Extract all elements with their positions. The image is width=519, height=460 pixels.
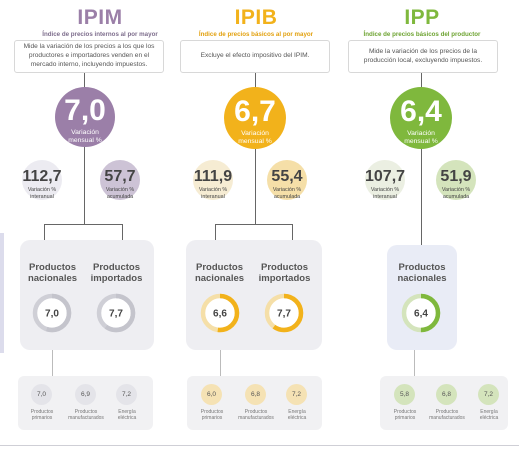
ipim-main-value: 7,0 (64, 94, 106, 127)
ipp-interanual-value: 107,7 (365, 168, 406, 185)
ipp-national-ring-fill (401, 293, 441, 333)
ipib-stem (255, 149, 256, 224)
ipib-interanual-value: 111,9 (193, 168, 233, 185)
ipim-interanual-value: 112,7 (22, 168, 62, 185)
ipp-title: IPP (404, 6, 440, 29)
ipib-national-ring-fill (200, 293, 240, 333)
ipim-sub-connector (52, 350, 53, 376)
ipp-main-value: 6,4 (400, 95, 442, 128)
ipib-branch-left (215, 224, 216, 240)
ipp-national-ring-value: 6,4 (414, 309, 428, 320)
ipp-description: Mide la variación de los precios de la p… (363, 47, 483, 64)
ipib-sub-primarios-circle: 6,0 (201, 384, 222, 405)
ipim-sub-primarios-circle: 7,0 (31, 384, 52, 405)
ipim-subtitle: Índice de precios internos al por mayor (42, 31, 158, 38)
ipib-acumulada-circle: 55,4 Variación % acumulada (267, 160, 307, 200)
ipim-national-ring-fill (32, 293, 72, 333)
ipp-national-label: Productos nacionales (397, 262, 447, 285)
ipp-sub-manufacturados-label: Productos manufacturados (429, 409, 465, 421)
ipim-acumulada-label: Variación % acumulada (105, 187, 135, 200)
ipib-imported-label: Productos importados (258, 262, 311, 285)
ipim-national-ring-value: 7,0 (45, 309, 59, 320)
ipim-branch-left (44, 224, 45, 240)
ipib-main-value: 6,7 (234, 95, 276, 128)
ipp-stem (421, 149, 422, 245)
ipim-national-label: Productos nacionales (27, 262, 78, 285)
ipim-branch (44, 224, 123, 225)
ipim-acumulada-circle: 57,7 Variación % acumulada (100, 160, 140, 200)
ipp-main-circle: 6,4 Variación mensual % (390, 87, 452, 149)
ipib-main-label: Variación mensual % (238, 130, 272, 146)
ipim-imported-label: Productos importados (90, 262, 143, 285)
ipim-sub-manufacturados-circle: 6,9 (75, 384, 96, 405)
ipib-imported-ring-value: 7,7 (277, 309, 291, 320)
ipp-sub-connector (414, 350, 415, 376)
ipim-description: Mide la variación de los precios a los q… (23, 43, 155, 68)
ipib-national-label: Productos nacionales (194, 262, 245, 285)
ipim-interanual-label: Variación % interanual (27, 187, 57, 200)
ipim-description-box: Mide la variación de los precios a los q… (14, 40, 164, 73)
ipim-acumulada-value: 57,7 (104, 168, 136, 185)
ipp-interanual-label: Variación % interanual (370, 187, 400, 200)
ipp-sub-manufacturados-circle: 6,8 (436, 384, 457, 405)
ipib-sub-manufacturados-circle: 6,8 (245, 384, 266, 405)
ipib-branch-right (292, 224, 293, 240)
ipp-acumulada-label: Variación % acumulada (441, 187, 471, 200)
ipim-imported-ring: 7,7 (96, 293, 136, 333)
ipim-sub-energia-label: Energía eléctrica (117, 409, 137, 421)
ipib-sub-manufacturados-label: Productos manufacturados (238, 409, 274, 421)
ipim-sub-primarios-label: Productos primarios (30, 409, 54, 421)
bottom-divider (0, 445, 519, 446)
ipib-branch (215, 224, 293, 225)
ipp-sub-primarios-label: Productos primarios (393, 409, 417, 421)
ipim-products-panel (20, 240, 154, 350)
ipp-sub-primarios-circle: 5,8 (394, 384, 415, 405)
ipim-branch-right (122, 224, 123, 240)
ipib-interanual-circle: 111,9 Variación % interanual (193, 160, 233, 200)
ipim-sub-energia-circle: 7,2 (116, 384, 137, 405)
ipib-sub-energia-circle: 7,2 (286, 384, 307, 405)
ipim-imported-ring-value: 7,7 (109, 309, 123, 320)
ipib-acumulada-label: Variación % acumulada (272, 187, 302, 200)
ipim-connector-top (84, 73, 85, 91)
ipib-national-ring-value: 6,6 (213, 309, 227, 320)
ipib-main-circle: 6,7 Variación mensual % (224, 87, 286, 149)
ipib-title: IPIB (234, 6, 278, 29)
ipim-sub-manufacturados-label: Productos manufacturados (68, 409, 104, 421)
ipim-main-circle: 7,0 Variación mensual % (55, 87, 115, 147)
ipib-sub-energia-label: Energía eléctrica (287, 409, 307, 421)
ipp-acumulada-value: 51,9 (440, 168, 472, 185)
ipp-sub-energia-circle: 7,2 (478, 384, 499, 405)
ipib-description: Excluye el efecto impositivo del IPIM. (200, 52, 310, 60)
ipp-acumulada-circle: 51,9 Variación % acumulada (436, 160, 476, 200)
ipp-sub-energia-label: Energía eléctrica (479, 409, 499, 421)
ipim-title: IPIM (77, 6, 123, 29)
ipib-subtitle: Índice de precios básicos al por mayor (198, 31, 314, 38)
ipib-sub-primarios-label: Productos primarios (200, 409, 224, 421)
ipim-national-ring: 7,0 (32, 293, 72, 333)
ipib-acumulada-value: 55,4 (271, 168, 303, 185)
ipib-imported-ring: 7,7 (264, 293, 304, 333)
ipib-products-panel (186, 240, 322, 350)
ipib-interanual-label: Variación % interanual (198, 187, 228, 200)
ipp-main-label: Variación mensual % (404, 130, 438, 146)
ipib-description-box: Excluye el efecto impositivo del IPIM. (180, 40, 330, 73)
ipp-connector-top (421, 73, 422, 91)
ipib-connector-top (255, 73, 256, 91)
ipim-imported-ring-fill (96, 293, 136, 333)
ipim-main-label: Variación mensual % (68, 129, 102, 145)
left-edge-bar (0, 233, 4, 353)
ipp-interanual-circle: 107,7 Variación % interanual (365, 160, 405, 200)
ipib-sub-connector (220, 350, 221, 376)
ipim-interanual-circle: 112,7 Variación % interanual (22, 160, 62, 200)
ipp-subtitle: Índice de precios básicos del productor (363, 31, 481, 38)
ipim-stem (84, 147, 85, 224)
ipp-description-box: Mide la variación de los precios de la p… (348, 40, 498, 73)
ipib-imported-ring-fill (264, 293, 304, 333)
ipib-national-ring: 6,6 (200, 293, 240, 333)
ipp-national-ring: 6,4 (401, 293, 441, 333)
